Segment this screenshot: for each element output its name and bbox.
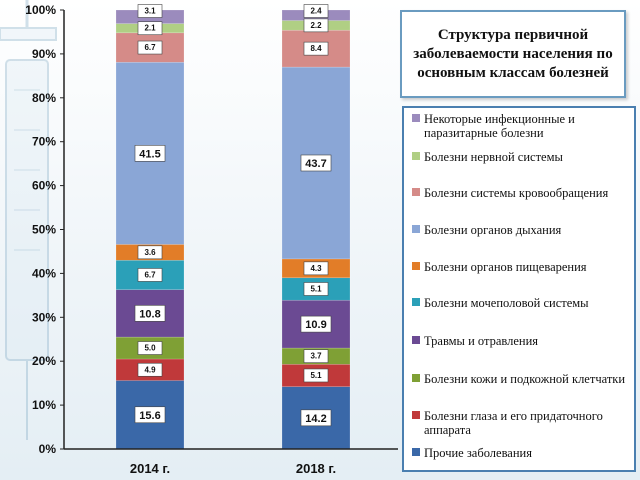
data-label-box [137, 341, 163, 355]
legend-item: Болезни органов дыхания [412, 223, 634, 237]
legend-swatch [412, 114, 420, 122]
legend-item: Болезни системы кровообращения [412, 186, 634, 200]
legend-swatch [412, 298, 420, 306]
x-axis: 2014 г. 2018 г. [64, 448, 398, 476]
chart-legend: Некоторые инфекционные и паразитарные бо… [402, 106, 636, 472]
data-label-box [137, 245, 163, 260]
data-label: 8.4 [310, 44, 322, 53]
y-tick-label: 40% [32, 266, 56, 280]
data-label-box [137, 40, 163, 55]
data-label: 2.1 [144, 24, 156, 33]
data-label: 3.6 [144, 248, 156, 257]
data-label: 5.0 [144, 344, 156, 353]
legend-item: Болезни глаза и его придаточного аппарат… [412, 409, 634, 437]
data-label: 14.2 [305, 413, 326, 425]
data-label: 5.1 [310, 371, 322, 380]
legend-item: Некоторые инфекционные и паразитарные бо… [412, 112, 634, 140]
legend-item: Болезни кожи и подкожной клетчатки [412, 372, 634, 386]
chart-title: Структура первичной заболеваемости насел… [400, 10, 626, 98]
data-label-box [303, 261, 329, 276]
data-label-box [137, 268, 163, 282]
y-tick-label: 20% [32, 354, 56, 368]
y-tick-label: 60% [32, 179, 56, 193]
y-tick-label: 80% [32, 91, 56, 105]
legend-swatch [412, 262, 420, 270]
legend-label: Некоторые инфекционные и паразитарные бо… [424, 112, 575, 140]
data-label-box [300, 315, 332, 333]
legend-swatch [412, 152, 420, 160]
data-label-box [134, 305, 166, 322]
data-label: 2.2 [310, 21, 322, 30]
data-label-box [134, 406, 166, 424]
y-tick-label: 0% [39, 442, 57, 456]
data-label-box [303, 41, 329, 56]
data-labels: 15.6 4.9 5.0 10.8 6.7 3.6 41.5 6.7 2.1 3.1 14.2 5.1… [134, 4, 332, 427]
data-label-box [303, 368, 329, 383]
data-label: 4.9 [144, 365, 156, 374]
y-tick-label: 50% [32, 223, 56, 237]
x-tick-label: 2018 г. [296, 461, 336, 476]
data-label: 3.1 [144, 7, 156, 16]
data-label: 15.6 [139, 410, 160, 422]
x-tick-label: 2014 г. [130, 461, 170, 476]
legend-item: Травмы и отравления [412, 334, 634, 348]
legend-swatch [412, 374, 420, 382]
y-tick-label: 30% [32, 310, 56, 324]
data-label: 6.7 [144, 270, 156, 279]
chart-title-text: Структура первичной заболеваемости насел… [413, 26, 613, 81]
legend-item: Болезни нервной системы [412, 150, 634, 164]
data-label-box [303, 349, 329, 363]
data-label-box [137, 362, 163, 377]
legend-label: Болезни глаза и его придаточного аппарат… [424, 409, 603, 437]
data-label-box [300, 154, 332, 172]
data-label: 3.7 [310, 352, 322, 361]
data-label: 41.5 [139, 148, 160, 160]
y-tick-label: 70% [32, 135, 56, 149]
legend-swatch [412, 336, 420, 344]
legend-label: Травмы и отравления [424, 334, 539, 348]
legend-swatch [412, 411, 420, 419]
y-tick-label: 90% [32, 47, 56, 61]
data-label-box [303, 282, 329, 296]
data-label: 43.7 [305, 158, 326, 170]
legend-label: Болезни системы кровообращения [424, 186, 609, 200]
data-label: 10.9 [305, 319, 326, 331]
legend-label: Болезни кожи и подкожной клетчатки [424, 372, 626, 386]
data-label-box [303, 4, 329, 18]
legend-swatch [412, 188, 420, 196]
legend-item: Болезни мочеполовой системы [412, 296, 634, 310]
legend-label: Прочие заболевания [424, 446, 532, 460]
bars [115, 9, 351, 450]
legend-label: Болезни мочеполовой системы [424, 296, 589, 310]
data-label-box [303, 18, 329, 33]
y-tick-label: 10% [32, 398, 56, 412]
legend-swatch [412, 225, 420, 233]
data-label: 5.1 [310, 284, 322, 293]
legend-label: Болезни органов дыхания [424, 223, 562, 237]
legend-label: Болезни органов пищеварения [424, 260, 587, 274]
data-label-box [137, 4, 163, 18]
data-label: 2.4 [310, 7, 322, 16]
legend-label: Болезни нервной системы [424, 150, 563, 164]
legend-item: Прочие заболевания [412, 446, 634, 460]
data-label-box [137, 21, 163, 36]
data-label-box [134, 145, 166, 162]
y-axis: 0% 10% 20% 30% 40% 50% 60% 70% 80% 90% 100% [25, 3, 65, 456]
data-label-box [300, 409, 332, 427]
data-label: 6.7 [144, 43, 156, 52]
data-label: 4.3 [310, 264, 322, 273]
y-tick-label: 100% [25, 3, 56, 17]
legend-swatch [412, 448, 420, 456]
legend-item: Болезни органов пищеварения [412, 260, 634, 274]
data-label: 10.8 [139, 308, 160, 320]
